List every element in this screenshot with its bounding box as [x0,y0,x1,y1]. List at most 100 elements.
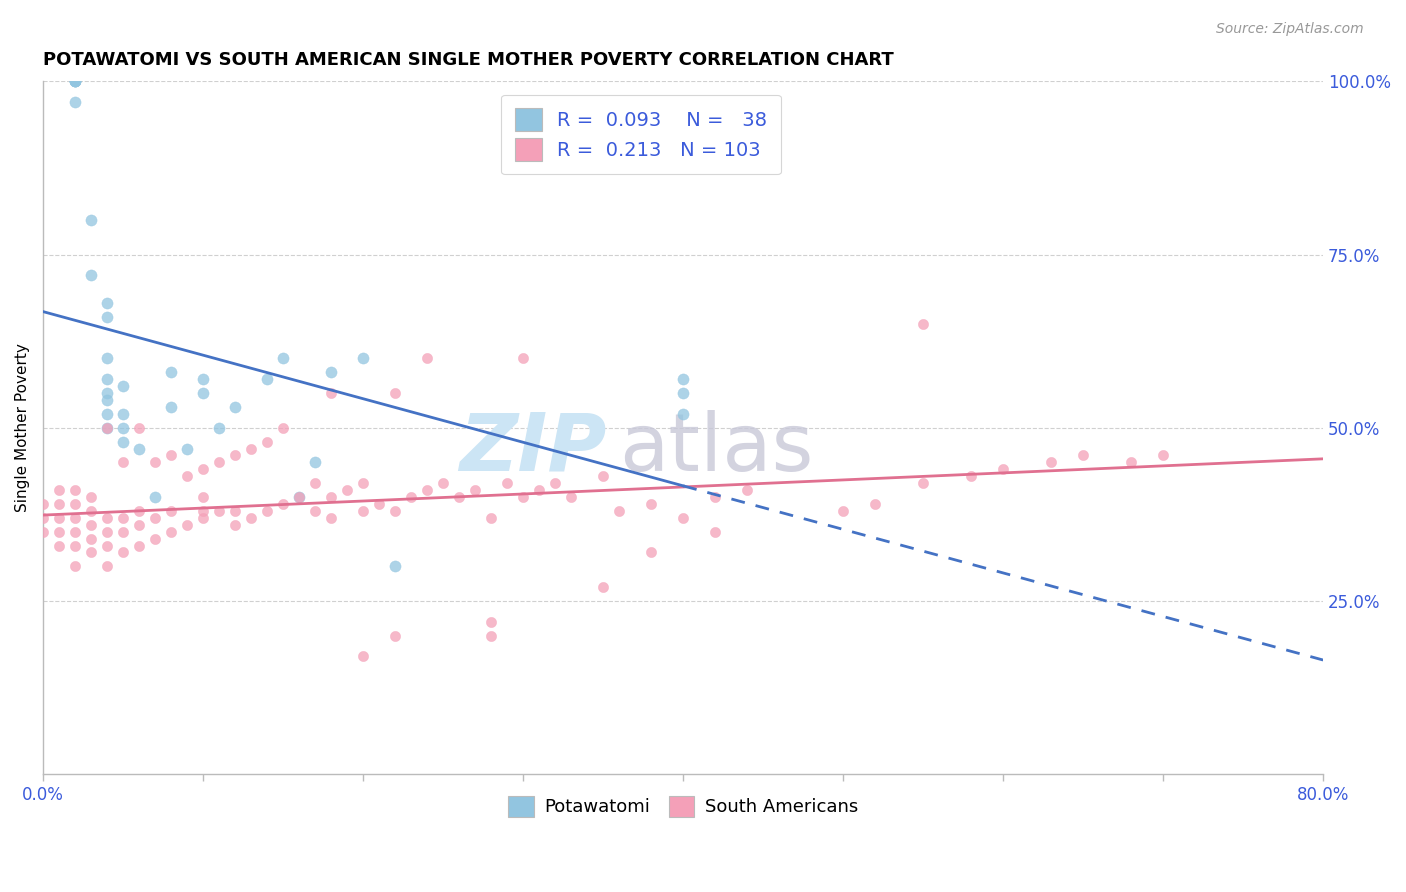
Point [63,559,86,574]
Point [240,510,263,524]
Point [288,490,311,504]
Point [544,476,567,491]
Point [112,421,135,435]
Point [672,407,695,421]
Point [224,504,246,518]
Point [384,559,406,574]
Point [224,449,246,463]
Point [640,497,662,511]
Point [271,421,294,435]
Point [176,469,198,483]
Point [208,504,231,518]
Point [704,490,727,504]
Point [143,490,166,504]
Point [449,490,471,504]
Point [432,476,454,491]
Point [832,504,855,518]
Point [63,95,86,109]
Point [512,490,534,504]
Point [256,434,278,449]
Point [80,268,103,283]
Point [128,504,150,518]
Point [960,469,983,483]
Point [48,483,70,497]
Point [271,351,294,366]
Point [63,497,86,511]
Point [1071,449,1094,463]
Point [321,365,343,379]
Point [991,462,1014,476]
Point [128,442,150,456]
Point [96,392,118,407]
Point [304,455,326,469]
Point [384,504,406,518]
Point [464,483,486,497]
Point [96,421,118,435]
Point [80,490,103,504]
Point [912,476,935,491]
Point [63,539,86,553]
Point [304,476,326,491]
Point [96,524,118,539]
Point [48,539,70,553]
Point [112,379,135,393]
Point [80,517,103,532]
Point [1121,455,1143,469]
Point [479,629,502,643]
Point [416,351,439,366]
Point [63,524,86,539]
Point [592,469,614,483]
Point [640,545,662,559]
Point [256,504,278,518]
Point [80,213,103,227]
Point [96,372,118,386]
Point [271,497,294,511]
Point [143,510,166,524]
Point [48,497,70,511]
Point [80,504,103,518]
Point [63,510,86,524]
Point [240,442,263,456]
Point [208,455,231,469]
Point [48,510,70,524]
Point [112,407,135,421]
Point [479,510,502,524]
Point [128,517,150,532]
Point [193,386,215,401]
Point [399,490,422,504]
Point [112,455,135,469]
Point [560,490,582,504]
Point [672,386,695,401]
Point [112,524,135,539]
Point [80,532,103,546]
Point [128,539,150,553]
Text: ZIP: ZIP [458,409,606,488]
Point [32,510,55,524]
Point [384,629,406,643]
Point [96,539,118,553]
Point [96,510,118,524]
Y-axis label: Single Mother Poverty: Single Mother Poverty [15,343,30,512]
Point [128,421,150,435]
Point [143,455,166,469]
Point [704,524,727,539]
Point [384,386,406,401]
Point [112,545,135,559]
Point [160,449,183,463]
Point [224,400,246,414]
Point [592,580,614,594]
Point [288,490,311,504]
Point [96,310,118,324]
Point [912,317,935,331]
Point [224,517,246,532]
Point [176,517,198,532]
Point [112,434,135,449]
Point [193,504,215,518]
Point [527,483,550,497]
Point [176,442,198,456]
Point [63,74,86,88]
Text: atlas: atlas [619,409,814,488]
Point [304,504,326,518]
Point [863,497,886,511]
Point [352,476,374,491]
